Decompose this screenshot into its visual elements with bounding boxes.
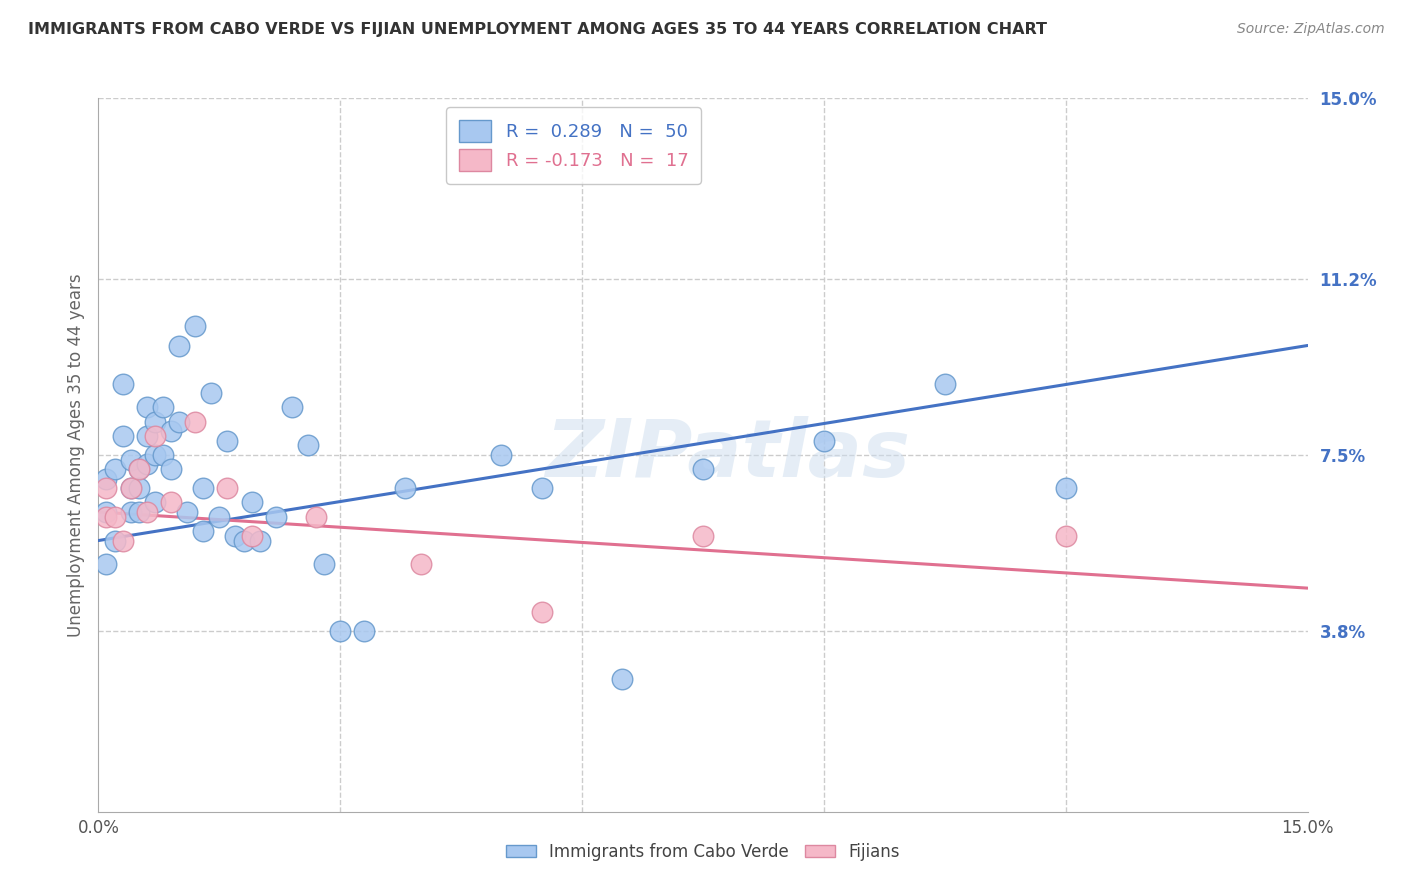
Point (176, 505, 198, 519)
Point (530, 605, 553, 619)
Point (167, 338, 190, 352)
Point (264, 509, 287, 524)
Point (143, 495, 166, 509)
Point (111, 533, 134, 548)
Point (167, 415, 190, 429)
Point (297, 438, 319, 452)
Point (135, 401, 157, 415)
Point (692, 529, 714, 543)
Point (135, 458, 157, 472)
Point (120, 452, 142, 467)
Point (240, 529, 263, 543)
Point (120, 505, 142, 519)
Point (120, 481, 142, 495)
Point (409, 558, 432, 572)
Point (128, 462, 150, 476)
Point (96, 505, 118, 519)
Point (692, 462, 714, 476)
Point (208, 509, 231, 524)
Point (111, 429, 134, 443)
Point (128, 462, 150, 476)
Point (120, 481, 142, 495)
Point (217, 481, 239, 495)
Point (530, 481, 553, 495)
Point (103, 533, 125, 548)
Legend: Immigrants from Cabo Verde, Fijians: Immigrants from Cabo Verde, Fijians (499, 837, 907, 868)
Point (103, 462, 125, 476)
Point (184, 319, 207, 334)
Point (314, 558, 336, 572)
Point (934, 376, 956, 391)
Point (353, 624, 375, 638)
Point (160, 495, 183, 509)
Point (612, 672, 634, 686)
Point (491, 448, 513, 462)
Point (111, 376, 134, 391)
Text: Source: ZipAtlas.com: Source: ZipAtlas.com (1237, 22, 1385, 37)
Point (96, 481, 118, 495)
Point (193, 524, 215, 538)
Point (96, 509, 118, 524)
Point (96, 472, 118, 486)
Point (135, 505, 157, 519)
Point (143, 415, 166, 429)
Point (152, 401, 174, 415)
Point (160, 462, 183, 476)
Point (135, 429, 157, 443)
Point (232, 533, 254, 548)
Point (143, 429, 166, 443)
Point (224, 529, 246, 543)
Point (813, 434, 835, 448)
Point (143, 448, 166, 462)
Point (1054, 481, 1077, 495)
Point (128, 505, 150, 519)
Point (152, 448, 174, 462)
Point (184, 415, 207, 429)
Point (305, 509, 328, 524)
Point (193, 481, 215, 495)
Y-axis label: Unemployment Among Ages 35 to 44 years: Unemployment Among Ages 35 to 44 years (66, 273, 84, 637)
Point (240, 495, 263, 509)
Point (1054, 529, 1077, 543)
Text: IMMIGRANTS FROM CABO VERDE VS FIJIAN UNEMPLOYMENT AMONG AGES 35 TO 44 YEARS CORR: IMMIGRANTS FROM CABO VERDE VS FIJIAN UNE… (28, 22, 1047, 37)
Point (103, 509, 125, 524)
Text: ZIPatlas: ZIPatlas (544, 416, 910, 494)
Point (128, 481, 150, 495)
Point (249, 533, 271, 548)
Point (200, 386, 222, 401)
Point (96, 558, 118, 572)
Point (329, 624, 352, 638)
Point (394, 481, 416, 495)
Point (160, 424, 183, 438)
Point (281, 401, 304, 415)
Point (217, 434, 239, 448)
